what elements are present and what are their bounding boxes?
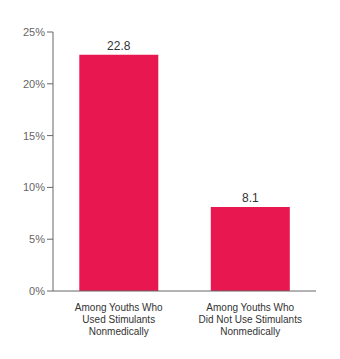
svg-text:22.8: 22.8 <box>107 39 131 53</box>
svg-text:15%: 15% <box>23 130 45 142</box>
svg-text:5%: 5% <box>29 233 45 245</box>
svg-text:25%: 25% <box>23 26 45 38</box>
svg-text:20%: 20% <box>23 78 45 90</box>
svg-text:Among Youths WhoDid Not Use St: Among Youths WhoDid Not Use StimulantsNo… <box>199 302 302 337</box>
svg-text:8.1: 8.1 <box>242 191 259 205</box>
svg-text:Among Youths WhoUsed Stimulant: Among Youths WhoUsed StimulantsNonmedica… <box>75 302 163 337</box>
svg-text:0%: 0% <box>29 285 45 297</box>
svg-text:10%: 10% <box>23 181 45 193</box>
